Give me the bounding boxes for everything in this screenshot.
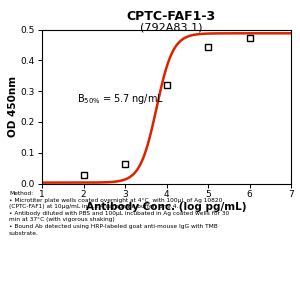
Text: CPTC-FAF1-3: CPTC-FAF1-3 <box>126 10 216 23</box>
X-axis label: Antibody Conc. (log pg/mL): Antibody Conc. (log pg/mL) <box>86 202 247 212</box>
Text: (792A83.1): (792A83.1) <box>140 22 202 32</box>
Text: Method:
• Microtiter plate wells coated overnight at 4°C  with 100μL of Ag 10820: Method: • Microtiter plate wells coated … <box>9 191 229 236</box>
Y-axis label: OD 450nm: OD 450nm <box>8 76 18 137</box>
Text: B$_{50\%}$ = 5.7 ng/mL: B$_{50\%}$ = 5.7 ng/mL <box>77 92 164 106</box>
